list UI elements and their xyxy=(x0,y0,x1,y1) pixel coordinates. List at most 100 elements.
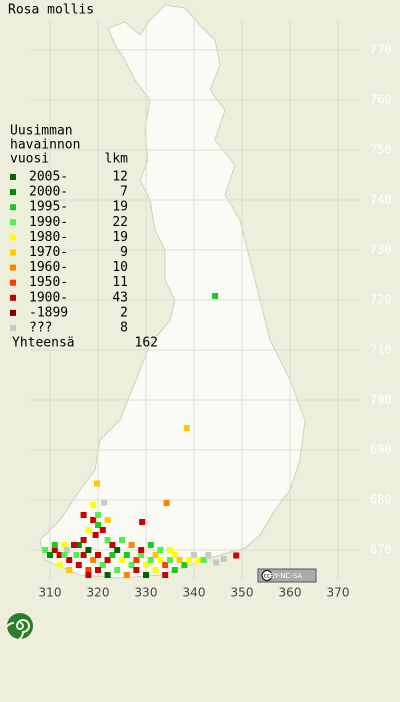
observation xyxy=(162,572,169,578)
observation xyxy=(123,572,130,578)
legend-count: 43 xyxy=(112,290,128,305)
finland-outline xyxy=(39,4,306,579)
observation xyxy=(213,559,220,566)
observation xyxy=(128,542,135,548)
legend-swatch xyxy=(10,325,16,331)
observation xyxy=(104,517,111,523)
observation xyxy=(152,552,159,558)
legend-header: havainnon xyxy=(10,138,80,153)
observation xyxy=(186,557,193,563)
observation xyxy=(92,532,99,538)
legend-count: 7 xyxy=(120,185,128,200)
observation xyxy=(47,552,53,558)
y-tick-label: 750 xyxy=(370,143,392,157)
observation xyxy=(71,542,77,548)
legend-count: 10 xyxy=(112,260,128,275)
observation xyxy=(61,552,68,558)
x-tick-label: 330 xyxy=(135,586,158,600)
legend-total-label: Yhteensä xyxy=(12,336,75,351)
observation xyxy=(233,552,240,559)
observation xyxy=(104,537,111,543)
y-tick-label: 680 xyxy=(370,493,392,507)
observation xyxy=(104,572,111,578)
observation xyxy=(167,547,173,553)
observation xyxy=(128,562,135,568)
legend-label: 2005- xyxy=(29,170,68,185)
observation xyxy=(42,547,49,553)
y-tick-label: 740 xyxy=(370,193,392,207)
observation xyxy=(80,512,87,518)
legend-swatch xyxy=(10,309,16,316)
legend-label: 1970- xyxy=(29,245,68,260)
legend-swatch xyxy=(10,219,16,226)
legend-header: vuosi xyxy=(10,152,49,167)
title: Rosa mollis xyxy=(8,3,94,18)
observation xyxy=(80,537,87,543)
observation xyxy=(85,547,92,553)
observation xyxy=(56,562,63,568)
observation xyxy=(101,499,108,506)
legend-count: 12 xyxy=(112,170,128,185)
legend-count: 9 xyxy=(120,245,128,260)
observation xyxy=(95,552,101,558)
observation xyxy=(143,572,149,578)
x-tick-label: 340 xyxy=(183,586,206,600)
legend-label: ??? xyxy=(29,321,52,336)
x-tick-label: 320 xyxy=(87,586,110,600)
observation xyxy=(147,542,154,548)
cc-badge: cc BY-NC-SA xyxy=(257,568,317,583)
y-tick-label: 770 xyxy=(370,43,392,57)
observation xyxy=(123,552,130,558)
observation xyxy=(167,557,173,563)
svg-text:cc: cc xyxy=(264,573,271,580)
observation xyxy=(66,557,73,563)
observation xyxy=(152,567,159,573)
y-tick-label: 700 xyxy=(370,393,392,407)
observation xyxy=(139,519,146,525)
x-tick-label: 360 xyxy=(279,586,302,600)
y-tick-label: 710 xyxy=(370,343,392,357)
observation xyxy=(95,512,101,518)
observation xyxy=(94,480,101,487)
observation xyxy=(90,517,97,523)
legend-count: 8 xyxy=(120,321,128,336)
legend-label: 1900- xyxy=(29,290,68,305)
legend-swatch xyxy=(10,279,16,286)
legend-swatch xyxy=(10,294,16,301)
legend-count: 2 xyxy=(120,305,128,320)
observation xyxy=(73,552,80,558)
observation xyxy=(119,537,125,543)
legend-swatch xyxy=(10,264,16,271)
legend-label: -1899 xyxy=(29,305,68,320)
observation xyxy=(80,552,87,558)
observation xyxy=(109,542,116,548)
legend-count: 19 xyxy=(112,200,128,215)
legend-label: 2000- xyxy=(29,185,68,200)
legend-swatch xyxy=(10,204,16,211)
legend-swatch xyxy=(10,174,16,180)
legend-label: 1960- xyxy=(29,260,68,275)
legend-count: 19 xyxy=(112,230,128,245)
legend-label: 1980- xyxy=(29,230,68,245)
observation xyxy=(104,557,111,563)
legend-count: 11 xyxy=(112,275,128,290)
observation xyxy=(85,527,92,533)
observation xyxy=(99,562,106,568)
observation xyxy=(66,567,73,573)
y-tick-label: 670 xyxy=(370,543,392,557)
legend-swatch xyxy=(10,249,16,256)
observation xyxy=(138,547,145,553)
observation xyxy=(109,552,116,558)
y-tick-label: 760 xyxy=(370,93,392,107)
legend-swatch xyxy=(10,234,16,241)
y-tick-label: 730 xyxy=(370,243,392,257)
observation xyxy=(162,562,169,568)
observation xyxy=(114,567,121,573)
x-tick-label: 350 xyxy=(231,586,254,600)
observation xyxy=(157,547,164,553)
observation xyxy=(133,567,140,573)
legend-total: 162 xyxy=(135,336,158,351)
observation xyxy=(176,557,183,563)
